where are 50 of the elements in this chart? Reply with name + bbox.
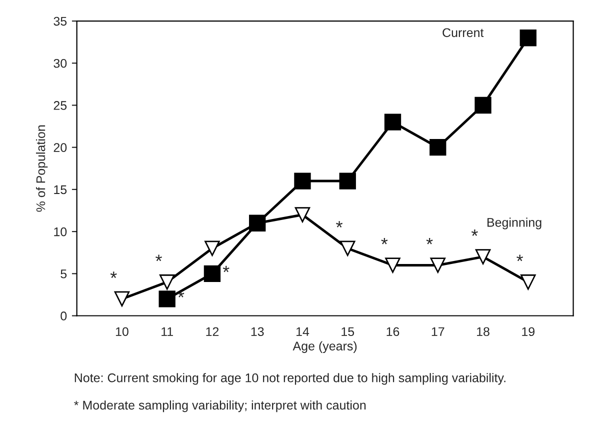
point: [294, 207, 310, 222]
x-tick-label: 14: [296, 327, 310, 336]
point: [520, 274, 536, 290]
x-tick-label: 10: [116, 327, 128, 336]
annotation: *: [336, 221, 343, 228]
x-tick-label: 17: [432, 327, 444, 336]
x-tick-label: 11: [162, 327, 173, 336]
annotation: *: [471, 230, 478, 236]
point: [384, 114, 402, 130]
point: [159, 274, 175, 290]
point: [158, 290, 176, 308]
point: [114, 291, 130, 307]
text: Current: [442, 28, 484, 38]
annotation: *: [516, 254, 524, 262]
y-tick-label: 20: [54, 143, 67, 152]
x-tick-label: 18: [477, 327, 490, 336]
x-axis-title: Age (years): [292, 341, 357, 353]
x-tick-label: 16: [386, 327, 400, 336]
annotation: *: [426, 238, 433, 244]
point: [430, 139, 446, 156]
y-tick-label: 10: [54, 227, 67, 236]
point: [204, 265, 221, 282]
point: [385, 258, 400, 273]
point: [430, 258, 446, 273]
y-tick-label: 25: [54, 101, 67, 110]
y-tick-label: 0: [60, 312, 67, 320]
point: [474, 96, 492, 114]
point: [475, 249, 491, 264]
x-tick-label: 12: [206, 327, 219, 336]
y-tick-label: 5: [60, 270, 67, 278]
text: Note: Current smoking for age 10 not reported due to high sampling variability.: [74, 373, 506, 385]
annotation: *: [156, 254, 162, 262]
text: * Moderate sampling variability; interpret with caution: [74, 400, 366, 412]
x-tick-label: 19: [522, 327, 534, 336]
series-label: Beginning: [488, 218, 542, 230]
annotation: *: [110, 272, 117, 278]
point: [204, 240, 220, 256]
x-tick-label: 15: [342, 327, 354, 336]
point: [294, 172, 311, 190]
point: [520, 30, 536, 46]
annotation: *: [381, 238, 388, 244]
point: [339, 172, 356, 190]
point: [340, 240, 356, 256]
y-tick-label: 35: [54, 16, 67, 26]
y-axis-title: % of Population: [36, 125, 48, 212]
y-tick-label: 15: [54, 185, 67, 194]
annotation: *: [222, 266, 230, 272]
y-tick-label: 30: [54, 58, 67, 68]
annotation: *: [178, 291, 184, 298]
x-tick-label: 13: [251, 327, 264, 336]
